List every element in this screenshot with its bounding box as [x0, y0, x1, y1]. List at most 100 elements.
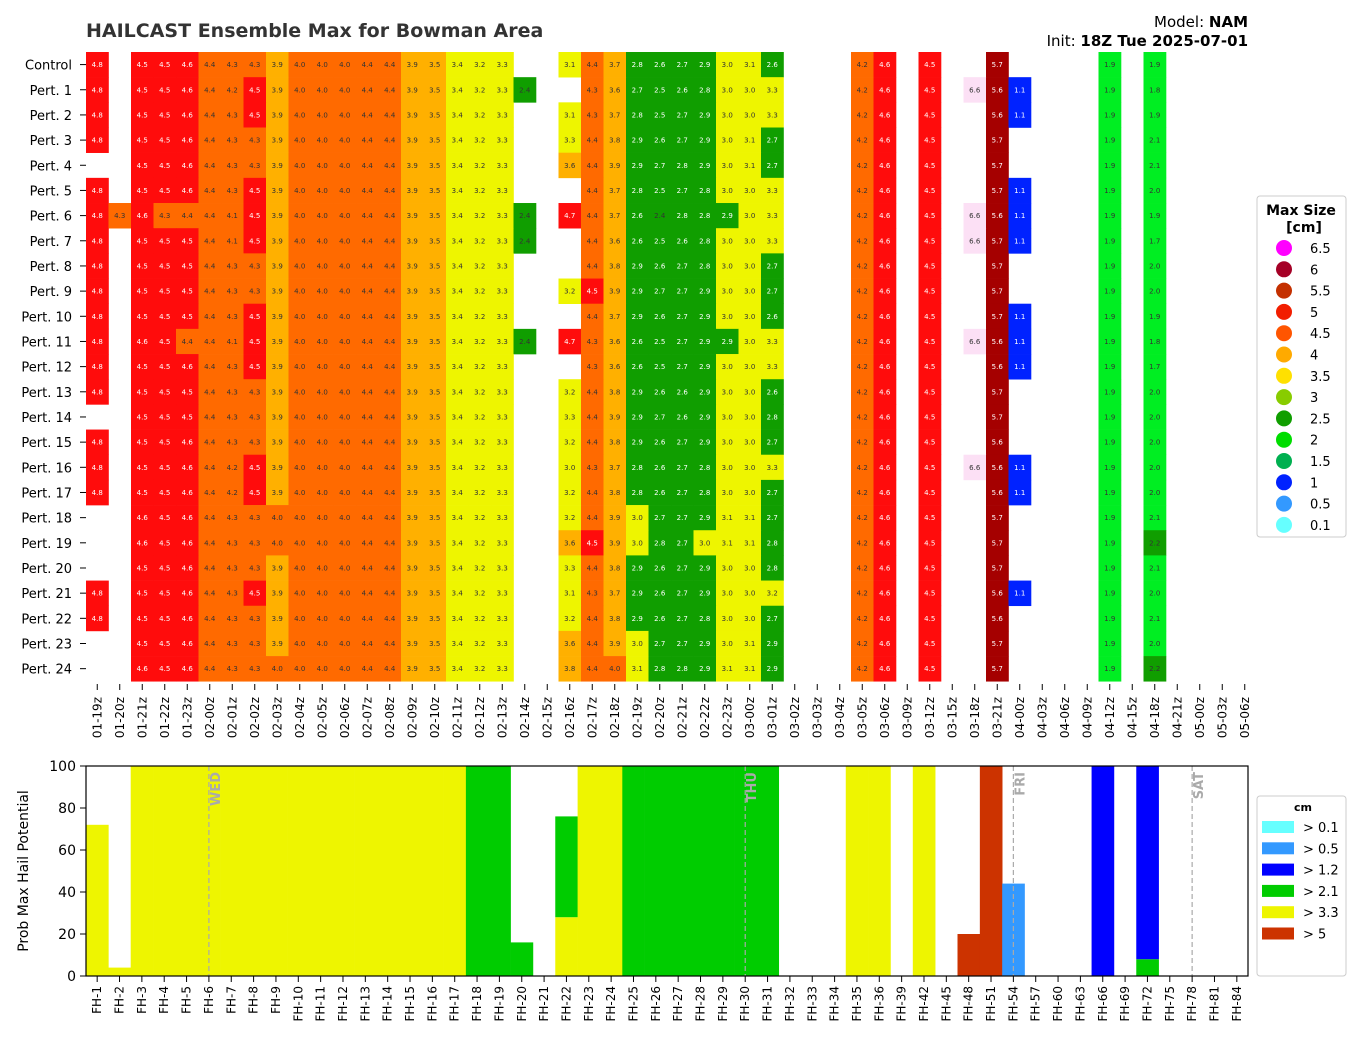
probability-bar — [220, 766, 243, 976]
heatmap-cell — [1143, 303, 1167, 330]
heatmap-cell-label: 4.0 — [317, 338, 328, 346]
heatmap-cell-label: 4.6 — [879, 539, 891, 547]
heatmap-cell — [243, 656, 267, 682]
heatmap-cell — [378, 278, 402, 304]
heatmap-cell-label: 1.9 — [1104, 413, 1115, 421]
probability-bar — [1136, 959, 1159, 976]
heatmap-cell-label: 3.9 — [407, 464, 418, 472]
heatmap-cell-label: 4.3 — [249, 439, 260, 447]
heatmap-cell-label: 4.3 — [587, 111, 598, 119]
heatmap-cell-label: 4.4 — [587, 640, 599, 648]
heatmap-cell-label: 4.5 — [137, 615, 148, 623]
heatmap-cell-label: 3.8 — [609, 137, 620, 145]
column-label: 04-09z — [1080, 697, 1094, 738]
heatmap-cell — [288, 505, 312, 531]
heatmap-cell — [873, 177, 897, 204]
heatmap-cell-label: 4.2 — [857, 640, 868, 648]
heatmap-cell — [558, 454, 582, 481]
heatmap-cell — [491, 630, 514, 657]
heatmap-cell — [671, 605, 694, 632]
legend-title: Max Size — [1266, 203, 1336, 219]
heatmap-cell-label: 4.0 — [339, 111, 350, 119]
heatmap-cell — [446, 102, 469, 128]
y-tick-label: 40 — [58, 885, 76, 901]
heatmap-cell-label: 2.9 — [699, 111, 710, 119]
x-tick-label: FH-12 — [336, 986, 350, 1022]
heatmap-cell-label: 4.5 — [159, 187, 170, 195]
heatmap-cell-label: 4.5 — [159, 640, 170, 648]
heatmap-cell — [468, 404, 492, 430]
heatmap-cell-label: 4.6 — [182, 539, 194, 547]
heatmap-cell-label: 4.2 — [857, 187, 868, 195]
heatmap-cell — [671, 253, 694, 279]
heatmap-cell — [288, 555, 312, 581]
probability-bar — [555, 816, 578, 918]
heatmap-cell-label: 3.5 — [429, 590, 440, 598]
heatmap-cell — [963, 454, 987, 481]
heatmap-cell-label: 1.8 — [1149, 338, 1160, 346]
heatmap-cell — [1098, 429, 1122, 456]
heatmap-cell — [648, 52, 672, 78]
heatmap-cell — [716, 228, 739, 254]
heatmap-cell-label: 4.6 — [182, 464, 194, 472]
heatmap-cell-label: 3.3 — [767, 237, 778, 245]
heatmap-cell — [131, 328, 154, 355]
heatmap-cell-label: 2.8 — [677, 212, 688, 220]
heatmap-cell-label: 3.9 — [609, 539, 620, 547]
heatmap-cell — [356, 454, 379, 481]
heatmap-cell-label: 3.5 — [429, 615, 440, 623]
heatmap-cell-label: 4.4 — [204, 187, 216, 195]
heatmap-cell — [761, 77, 784, 103]
probability-bar — [264, 766, 288, 976]
heatmap-cell — [176, 177, 199, 204]
heatmap-cell — [558, 656, 582, 682]
heatmap-cell — [1008, 580, 1032, 607]
probability-bar — [711, 766, 735, 976]
heatmap-cell — [198, 605, 222, 632]
heatmap-cell-label: 3.6 — [609, 86, 621, 94]
heatmap-cell-label: 2.7 — [767, 162, 778, 170]
heatmap-cell — [626, 102, 649, 128]
heatmap-cell — [311, 52, 334, 78]
heatmap-cell — [716, 52, 739, 78]
legend-swatch — [1276, 431, 1292, 448]
x-tick-label: FH-63 — [1073, 986, 1087, 1022]
heatmap-cell — [671, 630, 694, 657]
heatmap-cell-label: 4.5 — [924, 338, 935, 346]
x-tick-label: FH-25 — [626, 986, 640, 1022]
heatmap-cell-label: 4.6 — [879, 313, 891, 321]
heatmap-cell-label: 4.4 — [384, 615, 396, 623]
heatmap-cell — [626, 77, 649, 103]
heatmap-cell — [333, 102, 357, 128]
x-tick-label: FH-36 — [872, 986, 886, 1022]
heatmap-cell-label: 2.4 — [519, 338, 531, 346]
heatmap-cell-label: 3.3 — [497, 640, 508, 648]
x-tick-label: FH-45 — [939, 986, 953, 1022]
heatmap-cell-label: 3.0 — [744, 464, 755, 472]
heatmap-cell — [626, 152, 649, 179]
heatmap-cell — [198, 630, 222, 657]
heatmap-cell-label: 3.6 — [609, 338, 621, 346]
heatmap-cell-label: 5.7 — [992, 61, 1003, 69]
heatmap-cell-label: 2.7 — [677, 61, 688, 69]
heatmap-cell — [468, 479, 492, 506]
heatmap-cell — [491, 656, 514, 682]
heatmap-cell — [311, 102, 334, 128]
heatmap-cell — [581, 505, 604, 531]
heatmap-cell-label: 3.3 — [767, 464, 778, 472]
heatmap-cell — [963, 328, 987, 355]
heatmap-cell-label: 3.4 — [452, 439, 464, 447]
heatmap-cell-label: 3.0 — [722, 464, 733, 472]
heatmap-cell — [648, 580, 672, 607]
heatmap-cell — [423, 303, 447, 330]
heatmap-cell-label: 4.0 — [294, 464, 305, 472]
heatmap-cell — [1143, 530, 1167, 556]
probability-bar — [599, 766, 623, 976]
heatmap-cell-label: 4.0 — [317, 262, 328, 270]
heatmap-cell-label: 4.5 — [137, 137, 148, 145]
heatmap-cell-label: 3.3 — [767, 363, 778, 371]
heatmap-cell-label: 4.4 — [587, 439, 599, 447]
heatmap-cell — [198, 253, 222, 279]
heatmap-cell-label: 3.3 — [497, 187, 508, 195]
probability-bar — [644, 766, 668, 976]
